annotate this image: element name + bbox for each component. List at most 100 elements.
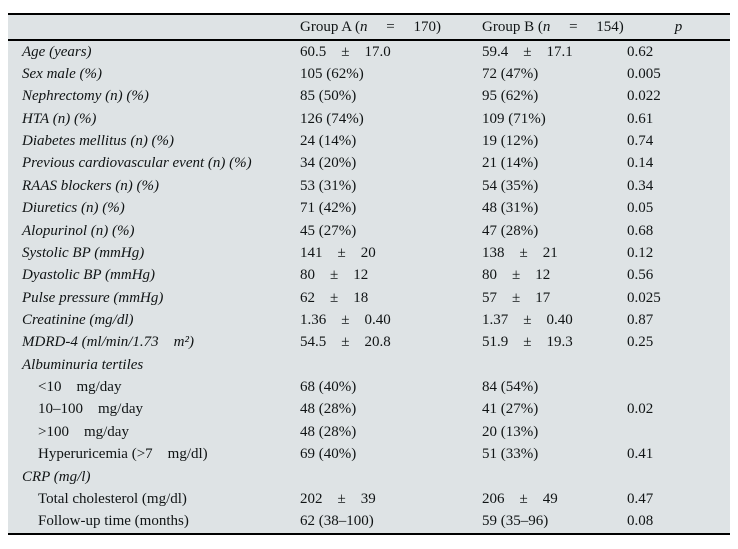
cell-group-b: 48 (31%) xyxy=(482,201,539,217)
col-header-group-a: Group A (n = 170) xyxy=(300,20,482,35)
table-row: 10–100 mg/day 48 (28%) 41 (27%) 0.02 xyxy=(8,399,730,421)
cell-group-b: 84 (54%) xyxy=(482,380,539,396)
cell-group-b: 54 (35%) xyxy=(482,178,539,194)
p-symbol: p xyxy=(674,19,683,35)
cell-p: 0.47 xyxy=(627,491,654,507)
group-a-n-symbol: n xyxy=(360,19,368,35)
row-label: <10 mg/day xyxy=(38,380,122,396)
table-row: Dyastolic BP (mmHg) 80 ± 12 80 ± 12 0.56 xyxy=(8,265,730,287)
row-label: Diuretics (n) (%) xyxy=(22,201,125,217)
cell-p: 0.08 xyxy=(627,514,654,530)
cell-group-a: 68 (40%) xyxy=(300,380,357,396)
table-row: HTA (n) (%) 126 (74%) 109 (71%) 0.61 xyxy=(8,108,730,130)
cell-p: 0.87 xyxy=(627,312,654,328)
row-label: Previous cardiovascular event (n) (%) xyxy=(22,156,252,172)
cell-group-b: 1.37 ± 0.40 xyxy=(482,312,573,328)
row-label: 10–100 mg/day xyxy=(38,402,143,418)
cell-group-b: 20 (13%) xyxy=(482,424,539,440)
table-row: RAAS blockers (n) (%) 53 (31%) 54 (35%) … xyxy=(8,175,730,197)
row-label: MDRD-4 (ml/min/1.73 m²) xyxy=(22,335,194,351)
table-row: Creatinine (mg/dl) 1.36 ± 0.40 1.37 ± 0.… xyxy=(8,309,730,331)
cell-group-b: 206 ± 49 xyxy=(482,491,558,507)
cell-p: 0.74 xyxy=(627,134,654,150)
row-label: Alopurinol (n) (%) xyxy=(22,223,135,239)
table-row: Diabetes mellitus (n) (%) 24 (14%) 19 (1… xyxy=(8,130,730,152)
row-label: >100 mg/day xyxy=(38,424,129,440)
cell-p: 0.68 xyxy=(627,223,654,239)
cell-group-b: 72 (47%) xyxy=(482,67,539,83)
row-label: Total cholesterol (mg/dl) xyxy=(38,491,187,507)
table-row: Age (years) 60.5 ± 17.0 59.4 ± 17.1 0.62 xyxy=(8,41,730,63)
cell-p: 0.12 xyxy=(627,245,654,261)
cell-group-a: 48 (28%) xyxy=(300,424,357,440)
cell-group-a: 80 ± 12 xyxy=(300,268,369,284)
table-row: Hyperuricemia (>7 mg/dl) 69 (40%) 51 (33… xyxy=(8,443,730,465)
cell-group-b: 59.4 ± 17.1 xyxy=(482,44,573,60)
table-row: >100 mg/day 48 (28%) 20 (13%) xyxy=(8,421,730,443)
row-label: Dyastolic BP (mmHg) xyxy=(22,268,156,284)
cell-p: 0.41 xyxy=(627,447,654,463)
cell-p: 0.62 xyxy=(627,44,654,60)
table-body: Age (years) 60.5 ± 17.0 59.4 ± 17.1 0.62… xyxy=(8,41,730,533)
table-row: CRP (mg/l) xyxy=(8,466,730,488)
cell-group-b: 51.9 ± 19.3 xyxy=(482,335,573,351)
cell-group-b: 109 (71%) xyxy=(482,111,546,127)
cell-group-a: 141 ± 20 xyxy=(300,245,376,261)
cell-group-a: 60.5 ± 17.0 xyxy=(300,44,391,60)
table-header-row: Group A (n = 170) Group B (n = 154) p xyxy=(8,15,730,41)
cell-p: 0.61 xyxy=(627,111,654,127)
table-row: Previous cardiovascular event (n) (%) 34… xyxy=(8,153,730,175)
table-row: Nephrectomy (n) (%) 85 (50%) 95 (62%) 0.… xyxy=(8,86,730,108)
table-row: Albuminuria tertiles xyxy=(8,354,730,376)
table-row: MDRD-4 (ml/min/1.73 m²) 54.5 ± 20.8 51.9… xyxy=(8,332,730,354)
cell-p: 0.34 xyxy=(627,178,654,194)
cell-group-a: 62 ± 18 xyxy=(300,290,369,306)
cell-group-b: 21 (14%) xyxy=(482,156,539,172)
row-label: Creatinine (mg/dl) xyxy=(22,312,134,328)
col-header-group-b: Group B (n = 154) xyxy=(482,20,627,35)
cell-p: 0.02 xyxy=(627,402,654,418)
cell-group-a: 62 (38–100) xyxy=(300,514,374,530)
cell-group-a: 105 (62%) xyxy=(300,67,364,83)
table-row: Diuretics (n) (%) 71 (42%) 48 (31%) 0.05 xyxy=(8,198,730,220)
cell-p: 0.025 xyxy=(627,290,661,306)
row-label: CRP (mg/l) xyxy=(22,469,91,485)
table: Group A (n = 170) Group B (n = 154) p Ag… xyxy=(8,13,730,535)
row-label: RAAS blockers (n) (%) xyxy=(22,178,160,194)
cell-group-a: 54.5 ± 20.8 xyxy=(300,335,391,351)
col-header-p: p xyxy=(627,20,730,35)
cell-p: 0.005 xyxy=(627,67,661,83)
group-b-suffix: = 154) xyxy=(550,19,624,35)
table-row: Total cholesterol (mg/dl) 202 ± 39 206 ±… xyxy=(8,488,730,510)
cell-group-a: 53 (31%) xyxy=(300,178,357,194)
row-label: Pulse pressure (mmHg) xyxy=(22,290,164,306)
row-label: Follow-up time (months) xyxy=(38,514,189,530)
cell-p: 0.14 xyxy=(627,156,654,172)
group-a-prefix: Group A ( xyxy=(300,19,360,35)
cell-group-b: 80 ± 12 xyxy=(482,268,551,284)
group-a-suffix: = 170) xyxy=(367,19,441,35)
cell-group-b: 41 (27%) xyxy=(482,402,539,418)
table-row: <10 mg/day 68 (40%) 84 (54%) xyxy=(8,376,730,398)
cell-group-a: 202 ± 39 xyxy=(300,491,376,507)
cell-group-a: 48 (28%) xyxy=(300,402,357,418)
cell-p: 0.022 xyxy=(627,89,661,105)
cell-group-a: 34 (20%) xyxy=(300,156,357,172)
table-row: Follow-up time (months) 62 (38–100) 59 (… xyxy=(8,511,730,533)
table-row: Pulse pressure (mmHg) 62 ± 18 57 ± 17 0.… xyxy=(8,287,730,309)
cell-group-b: 51 (33%) xyxy=(482,447,539,463)
cell-p: 0.56 xyxy=(627,268,654,284)
cell-group-a: 71 (42%) xyxy=(300,201,357,217)
table-row: Sex male (%) 105 (62%) 72 (47%) 0.005 xyxy=(8,63,730,85)
cell-group-b: 47 (28%) xyxy=(482,223,539,239)
row-label: Hyperuricemia (>7 mg/dl) xyxy=(38,447,208,463)
table-row: Alopurinol (n) (%) 45 (27%) 47 (28%) 0.6… xyxy=(8,220,730,242)
row-label: Age (years) xyxy=(22,44,92,60)
row-label: Albuminuria tertiles xyxy=(22,357,144,373)
group-b-n-symbol: n xyxy=(542,19,551,35)
table-row: Systolic BP (mmHg) 141 ± 20 138 ± 21 0.1… xyxy=(8,242,730,264)
cell-group-a: 126 (74%) xyxy=(300,111,364,127)
cell-group-a: 45 (27%) xyxy=(300,223,357,239)
cell-group-b: 59 (35–96) xyxy=(482,514,549,530)
